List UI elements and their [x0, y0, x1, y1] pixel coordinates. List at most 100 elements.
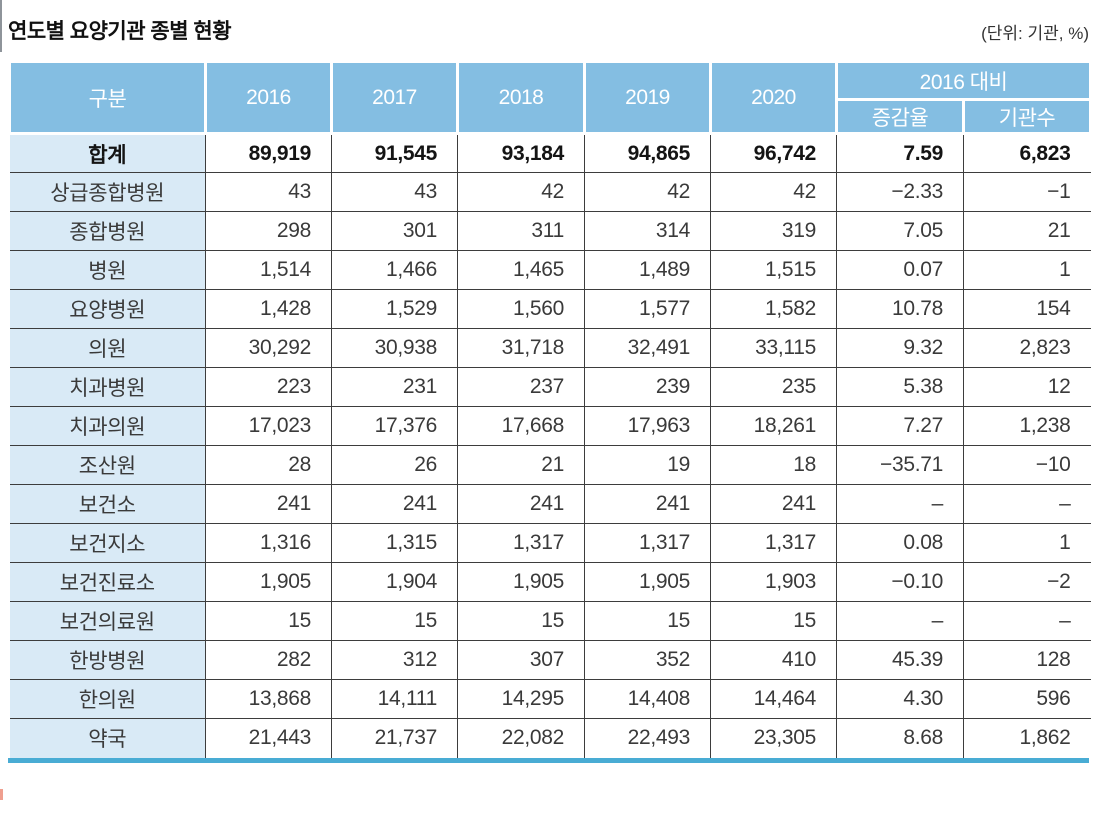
- cell-value: 30,292: [205, 328, 332, 368]
- cell-value: 15: [710, 601, 837, 641]
- cell-value: 14,408: [584, 679, 711, 719]
- cell-value: 1,317: [457, 523, 585, 563]
- cell-value: 33,115: [710, 328, 837, 368]
- cell-value: 596: [962, 679, 1091, 719]
- cell-value: 1,428: [205, 289, 332, 329]
- cell-value: 314: [584, 211, 711, 251]
- cell-value: 352: [584, 640, 711, 680]
- cell-value: 42: [584, 172, 711, 212]
- cell-value: 1,317: [584, 523, 711, 563]
- cell-value: 21: [457, 445, 585, 485]
- row-label: 보건진료소: [9, 562, 206, 602]
- cell-value: 23,305: [710, 718, 837, 758]
- header-category: 구분: [8, 60, 207, 135]
- cell-value: 91,545: [331, 133, 458, 173]
- table-row: 보건지소 1,316 1,315 1,317 1,317 1,317 0.08 1: [9, 523, 1091, 563]
- cell-value: 45.39: [836, 640, 964, 680]
- row-label: 한의원: [9, 679, 206, 719]
- cell-value: 42: [457, 172, 585, 212]
- cell-value: −2.33: [836, 172, 964, 212]
- table-row: 치과병원 223 231 237 239 235 5.38 12: [9, 367, 1091, 407]
- cell-value: 17,963: [584, 406, 711, 446]
- cell-value: 43: [331, 172, 458, 212]
- cell-value: 32,491: [584, 328, 711, 368]
- table-row: 약국 21,443 21,737 22,082 22,493 23,305 8.68 1,86…: [9, 718, 1091, 758]
- cell-value: 282: [205, 640, 332, 680]
- cell-value: 7.05: [836, 211, 964, 251]
- cell-value: 12: [962, 367, 1091, 407]
- cell-value: –: [836, 484, 964, 524]
- cell-value: 15: [457, 601, 585, 641]
- table-row: 종합병원 298 301 311 314 319 7.05 21: [9, 211, 1091, 251]
- cell-value: 21,737: [331, 718, 458, 758]
- cell-value: −0.10: [836, 562, 964, 602]
- cell-value: 9.32: [836, 328, 964, 368]
- table-body: 합계 89,919 91,545 93,184 94,865 96,742 7.59 6,82…: [9, 133, 1091, 758]
- header-2018: 2018: [456, 60, 586, 135]
- row-label: 종합병원: [9, 211, 206, 251]
- cell-value: –: [962, 484, 1091, 524]
- header-2016: 2016: [204, 60, 333, 135]
- cell-value: 15: [205, 601, 332, 641]
- table-row: 한방병원 282 312 307 352 410 45.39 128: [9, 640, 1091, 680]
- cell-value: 21,443: [205, 718, 332, 758]
- cell-value: 1: [962, 523, 1091, 563]
- cell-value: 94,865: [584, 133, 711, 173]
- cell-value: 1,465: [457, 250, 585, 290]
- cell-value: 31,718: [457, 328, 585, 368]
- cell-value: 22,082: [457, 718, 585, 758]
- table-row: 의원 30,292 30,938 31,718 32,491 33,115 9.32 2,82…: [9, 328, 1091, 368]
- row-label: 치과의원: [9, 406, 206, 446]
- cell-value: 0.07: [836, 250, 964, 290]
- cell-value: 4.30: [836, 679, 964, 719]
- cell-value: −2: [962, 562, 1091, 602]
- table-row: 상급종합병원 43 43 42 42 42 −2.33 −1: [9, 172, 1091, 212]
- page-title: 연도별 요양기관 종별 현황: [8, 20, 232, 43]
- cell-value: 96,742: [710, 133, 837, 173]
- cell-value: 1,238: [962, 406, 1091, 446]
- cell-value: 6,823: [962, 133, 1091, 173]
- cell-value: 319: [710, 211, 837, 251]
- page-corner-mark: [0, 789, 3, 800]
- cell-value: 1,862: [962, 718, 1091, 758]
- cell-value: 1,315: [331, 523, 458, 563]
- cell-value: 410: [710, 640, 837, 680]
- cell-value: 18,261: [710, 406, 837, 446]
- cell-value: 311: [457, 211, 585, 251]
- cell-value: 1,489: [584, 250, 711, 290]
- cell-value: 223: [205, 367, 332, 407]
- cell-value: 10.78: [836, 289, 964, 329]
- cell-value: 18: [710, 445, 837, 485]
- row-label: 한방병원: [9, 640, 206, 680]
- cell-value: 42: [710, 172, 837, 212]
- cell-value: 89,919: [205, 133, 332, 173]
- header-change-rate: 증감율: [835, 98, 965, 135]
- cell-value: 1: [962, 250, 1091, 290]
- cell-value: 2,823: [962, 328, 1091, 368]
- table-bottom-rule: [8, 757, 1089, 763]
- cell-value: 1,582: [710, 289, 837, 329]
- table-row: 합계 89,919 91,545 93,184 94,865 96,742 7.59 6,82…: [9, 133, 1091, 173]
- cell-value: 19: [584, 445, 711, 485]
- title-row: 연도별 요양기관 종별 현황 (단위: 기관, %): [8, 0, 1089, 45]
- cell-value: 14,111: [331, 679, 458, 719]
- header-2017: 2017: [330, 60, 459, 135]
- cell-value: 1,466: [331, 250, 458, 290]
- cell-value: 241: [331, 484, 458, 524]
- cell-value: −10: [962, 445, 1091, 485]
- cell-value: 231: [331, 367, 458, 407]
- cell-value: 13,868: [205, 679, 332, 719]
- cell-value: −35.71: [836, 445, 964, 485]
- cell-value: 1,560: [457, 289, 585, 329]
- unit-label: (단위: 기관, %): [981, 24, 1089, 43]
- cell-value: 0.08: [836, 523, 964, 563]
- row-label: 요양병원: [9, 289, 206, 329]
- cell-value: 128: [962, 640, 1091, 680]
- page-edge-line: [0, 0, 2, 52]
- table-row: 보건진료소 1,905 1,904 1,905 1,905 1,903 −0.10 −2: [9, 562, 1091, 602]
- cell-value: 15: [331, 601, 458, 641]
- cell-value: 17,376: [331, 406, 458, 446]
- cell-value: 1,316: [205, 523, 332, 563]
- row-label: 병원: [9, 250, 206, 290]
- cell-value: 1,905: [457, 562, 585, 602]
